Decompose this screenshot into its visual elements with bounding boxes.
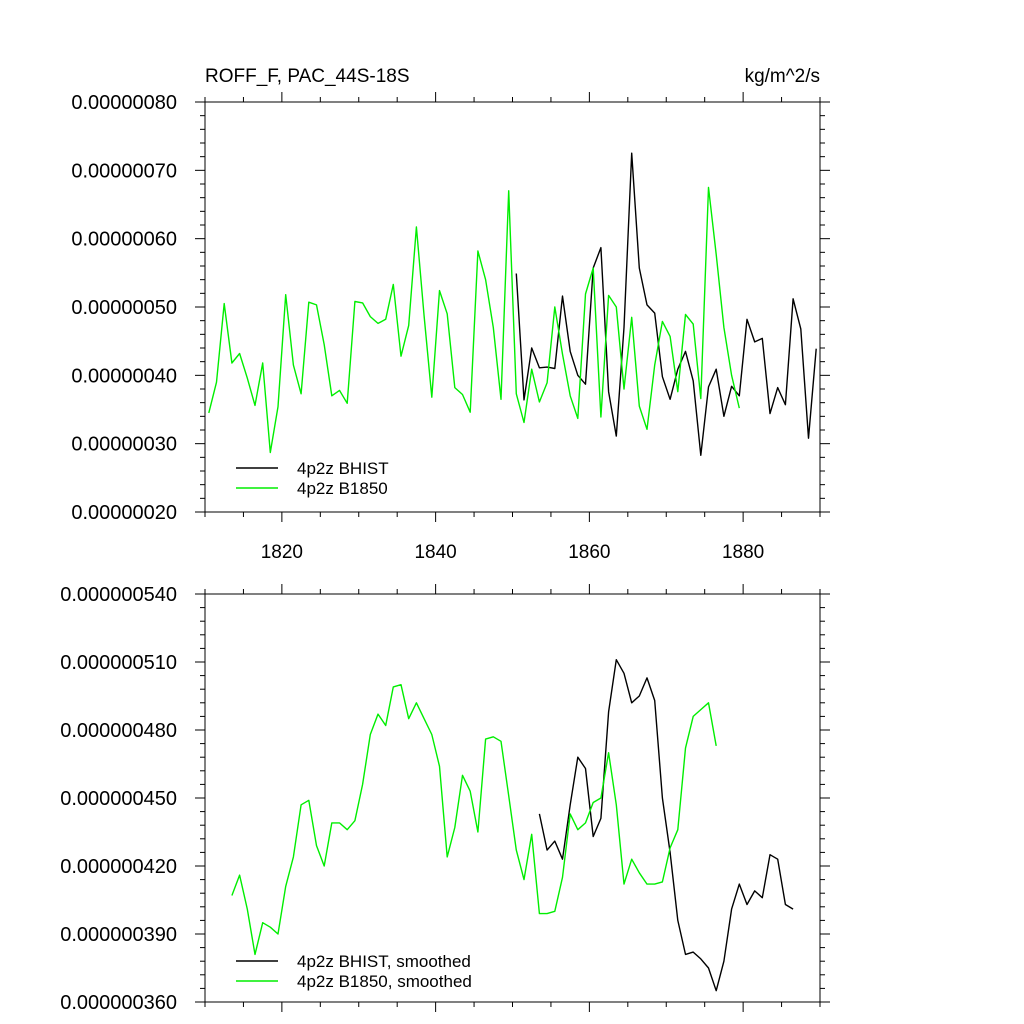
chart-2: 0.000000360 0.000000390 0.000000420 0.00000…	[60, 584, 830, 1014]
y-tick-label: 0.000000540	[60, 584, 177, 606]
plot-frame	[204, 593, 821, 1003]
legend-label: 4p2z BHIST	[297, 459, 389, 478]
x-tick-label: 1820	[261, 542, 303, 563]
y-tick-label: 0.00000030	[71, 434, 177, 456]
x-tick-label: 1840	[414, 542, 456, 563]
y-tick-label: 0.00000040	[71, 365, 177, 387]
chart-title: ROFF_F, PAC_44S-18S	[205, 66, 410, 87]
legend-label: 4p2z B1850, smoothed	[297, 972, 472, 991]
y-tick-label: 0.000000360	[60, 992, 177, 1014]
y-tick-label: 0.00000070	[71, 160, 177, 182]
x-tick-label: 1860	[568, 542, 610, 563]
y-tick-label: 0.00000050	[71, 297, 177, 319]
series-line-2	[231, 684, 717, 956]
y-tick-label: 0.00000080	[71, 92, 177, 114]
legend-label: 4p2z B1850	[297, 479, 388, 498]
y-tick-label: 0.00000020	[71, 502, 177, 524]
chart-1: 0.00000020 0.00000030 0.00000040 0.00000050…	[71, 66, 830, 563]
y-tick-label: 0.000000510	[60, 652, 177, 674]
y-tick-label: 0.000000480	[60, 720, 177, 742]
series-line-1	[538, 659, 794, 992]
y-tick-label: 0.000000420	[60, 856, 177, 878]
x-tick-label: 1880	[722, 542, 764, 563]
series-line-2	[208, 186, 740, 454]
y-tick-label: 0.000000450	[60, 788, 177, 810]
series-line-1	[515, 152, 817, 456]
y-tick-label: 0.000000390	[60, 924, 177, 946]
chart-units: kg/m^2/s	[745, 66, 820, 87]
legend-label: 4p2z BHIST, smoothed	[297, 952, 471, 971]
y-tick-label: 0.00000060	[71, 229, 177, 251]
